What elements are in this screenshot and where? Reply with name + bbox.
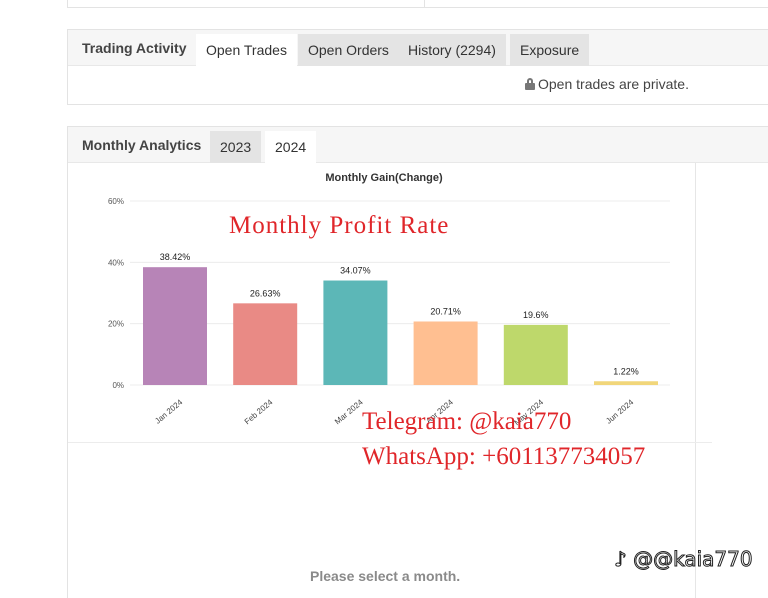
watermark: ♪ @@kaia770	[614, 547, 754, 572]
tab-open-trades[interactable]: Open Trades	[196, 34, 297, 66]
select-month-message: Please select a month.	[310, 568, 461, 584]
trading-activity-title: Trading Activity	[82, 40, 187, 56]
y-tick-label: 40%	[108, 258, 124, 267]
tab-history[interactable]: History (2294)	[398, 34, 506, 66]
y-tick-label: 60%	[108, 197, 124, 206]
data-label: 20.71%	[430, 306, 461, 316]
trading-activity-panel: Trading Activity Open Trades Open Orders…	[67, 29, 768, 105]
bar	[413, 321, 478, 385]
bar	[143, 267, 207, 385]
y-tick-label: 0%	[112, 381, 124, 390]
tab-year-2023[interactable]: 2023	[210, 131, 262, 163]
tab-year-2024[interactable]: 2024	[265, 131, 317, 163]
top-panel-divider	[424, 0, 425, 7]
overlay-whatsapp: WhatsApp: +601137734057	[362, 443, 646, 470]
x-tick-label: Jan 2024	[153, 397, 184, 425]
private-note: Open trades are private.	[525, 76, 689, 92]
x-tick-label: Mar 2024	[333, 397, 365, 426]
bar	[503, 324, 568, 385]
trading-activity-header: Trading Activity Open Trades Open Orders…	[68, 30, 768, 66]
x-tick-label: Jun 2024	[604, 397, 635, 425]
monthly-analytics-title: Monthly Analytics	[82, 137, 202, 153]
chart-divider	[68, 442, 712, 443]
data-label: 26.63%	[250, 288, 281, 298]
data-label: 34.07%	[340, 266, 371, 276]
private-note-text: Open trades are private.	[538, 76, 689, 92]
data-label: 1.22%	[613, 366, 639, 376]
x-tick-label: Feb 2024	[243, 397, 275, 426]
data-label: 38.42%	[160, 252, 191, 262]
monthly-analytics-header: Monthly Analytics 2023 2024	[68, 127, 768, 163]
top-panel	[67, 0, 768, 8]
data-label: 19.6%	[523, 310, 549, 320]
tab-exposure[interactable]: Exposure	[510, 34, 590, 66]
bar	[233, 303, 298, 385]
tab-open-orders[interactable]: Open Orders	[298, 34, 399, 66]
chart-container	[68, 163, 696, 598]
y-tick-label: 20%	[108, 320, 124, 329]
chart-title: Monthly Gain(Change)	[325, 172, 443, 184]
bar	[594, 381, 658, 385]
bar	[323, 280, 388, 385]
overlay-telegram: Telegram: @kaia770	[362, 408, 572, 435]
overlay-profit-title: Monthly Profit Rate	[229, 212, 450, 239]
lock-icon	[525, 78, 535, 90]
